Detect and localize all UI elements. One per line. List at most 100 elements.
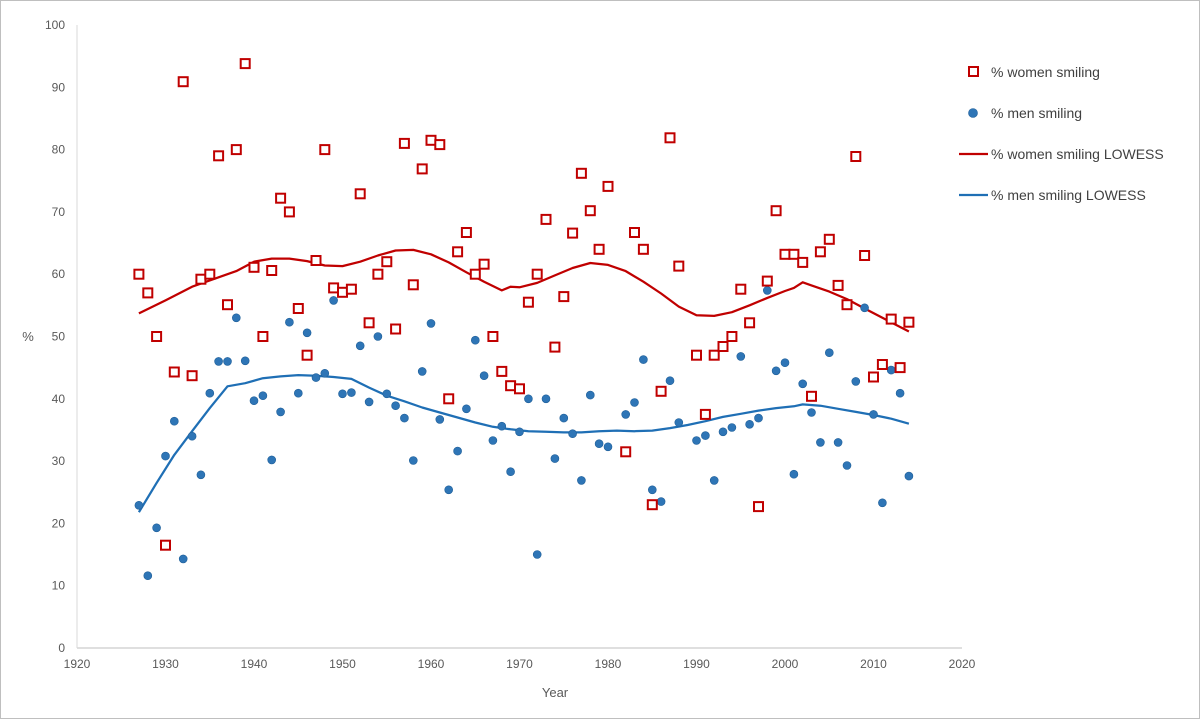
women-point	[372, 268, 384, 280]
men-point	[258, 391, 268, 401]
men-point	[302, 328, 312, 338]
women-point	[151, 331, 163, 342]
women-point	[823, 233, 835, 245]
legend-men-marker	[968, 108, 978, 118]
men-point	[223, 357, 232, 366]
men-point	[585, 390, 595, 400]
women-point	[168, 366, 180, 378]
women-point	[275, 192, 287, 204]
men-point	[435, 415, 445, 424]
men-point	[639, 355, 648, 364]
men-point	[594, 439, 604, 449]
women-point	[213, 150, 225, 162]
women-point	[558, 291, 570, 303]
men-point	[895, 388, 905, 398]
women-point	[699, 408, 711, 420]
women-point	[514, 383, 525, 395]
y-tick-label: 80	[52, 143, 66, 157]
women-point	[266, 265, 278, 276]
women-point	[629, 227, 640, 238]
men-points	[134, 286, 914, 581]
men-point	[355, 341, 365, 351]
women-point	[416, 163, 428, 175]
men-point	[727, 423, 737, 432]
x-tick-labels: 1920 1930 1940 1950 1960 1970 1980 1990 2000 2010…	[64, 657, 976, 671]
men-point	[276, 407, 285, 417]
men-point	[444, 485, 454, 495]
men-point	[329, 296, 338, 305]
women-point	[708, 349, 720, 361]
men-point	[373, 332, 383, 341]
women-point	[575, 167, 587, 179]
men-point	[488, 436, 498, 445]
women-point	[549, 341, 561, 353]
women-point	[390, 323, 402, 335]
women-point	[142, 287, 154, 299]
men-point	[178, 554, 188, 564]
men-point	[134, 500, 144, 510]
women-point	[691, 349, 702, 361]
legend-item-men: % men smiling	[968, 105, 1082, 121]
women-point	[328, 282, 340, 294]
men-point	[816, 438, 825, 447]
y-tick-label: 100	[45, 18, 65, 32]
legend-men-lowess-label: % men smiling LOWESS	[991, 187, 1146, 203]
x-tick-label: 1960	[418, 657, 445, 671]
women-point	[177, 76, 189, 88]
legend-item-women: % women smiling	[968, 64, 1100, 80]
men-point	[860, 303, 869, 313]
women-point	[301, 349, 313, 361]
legend-men-label: % men smiling	[991, 105, 1082, 121]
men-point	[479, 371, 489, 381]
y-tick-labels: 0 10 20 30 40 50 60 70 80 90 100	[45, 18, 65, 655]
men-point	[869, 410, 878, 419]
x-tick-label: 1990	[683, 657, 710, 671]
men-point	[762, 286, 772, 295]
men-point	[497, 421, 507, 431]
women-point	[381, 256, 393, 268]
women-point	[160, 539, 171, 551]
y-tick-label: 60	[52, 267, 66, 281]
women-point	[770, 205, 782, 217]
x-tick-label: 1920	[64, 657, 91, 671]
men-point	[718, 427, 728, 437]
men-point	[541, 394, 551, 404]
men-point	[170, 416, 179, 426]
men-point	[391, 401, 400, 411]
men-point	[364, 397, 374, 407]
men-point	[524, 394, 533, 404]
men-point	[904, 471, 914, 481]
women-point	[655, 385, 667, 397]
men-point	[771, 366, 781, 376]
men-lowess-line	[137, 373, 910, 513]
x-tick-label: 2010	[860, 657, 887, 671]
x-tick-label: 2020	[949, 657, 976, 671]
women-point	[487, 331, 499, 342]
women-point	[753, 501, 764, 513]
women-point	[567, 227, 579, 239]
men-point	[798, 379, 808, 389]
men-point	[886, 365, 896, 375]
legend-women-label: % women smiling	[991, 64, 1100, 80]
women-point	[664, 132, 676, 144]
men-point	[603, 442, 613, 452]
men-point	[515, 427, 524, 437]
women-point	[788, 248, 800, 260]
women-point	[797, 256, 809, 268]
women-point	[894, 362, 906, 374]
men-point	[647, 485, 657, 495]
men-point	[382, 389, 392, 399]
women-point	[283, 206, 295, 218]
women-point	[186, 370, 198, 382]
women-point	[779, 248, 791, 260]
women-point	[744, 317, 756, 329]
women-point	[859, 250, 871, 261]
women-point	[602, 180, 614, 192]
men-point	[656, 497, 666, 506]
men-point	[320, 368, 330, 378]
legend-women-marker	[968, 66, 979, 77]
women-point	[310, 255, 322, 266]
x-tick-label: 1980	[595, 657, 622, 671]
men-point	[347, 388, 356, 397]
men-point	[824, 348, 834, 358]
